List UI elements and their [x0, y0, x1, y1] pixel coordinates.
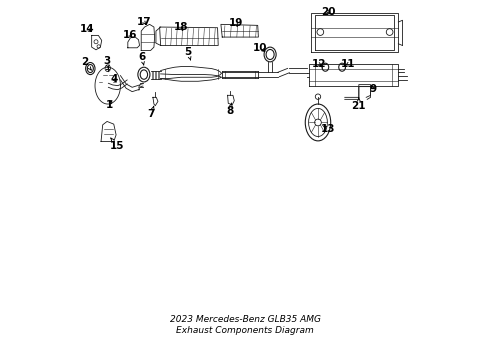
Text: 7: 7 [147, 106, 155, 119]
Text: 19: 19 [228, 18, 243, 28]
Text: 11: 11 [341, 59, 355, 69]
Text: 2023 Mercedes-Benz GLB35 AMG
Exhaust Components Diagram: 2023 Mercedes-Benz GLB35 AMG Exhaust Com… [170, 315, 320, 335]
Text: 10: 10 [253, 43, 268, 53]
Text: 21: 21 [352, 98, 366, 111]
Text: 12: 12 [312, 59, 326, 69]
Text: 14: 14 [80, 24, 94, 34]
Text: 3: 3 [103, 55, 111, 68]
Text: 18: 18 [173, 22, 188, 32]
Text: 1: 1 [106, 100, 113, 110]
Text: 20: 20 [321, 6, 335, 17]
Text: 17: 17 [137, 17, 151, 27]
Text: 9: 9 [369, 84, 376, 94]
Text: 16: 16 [123, 30, 138, 40]
Text: 2: 2 [81, 57, 91, 70]
Text: 4: 4 [110, 74, 118, 84]
Text: 8: 8 [226, 103, 234, 116]
Text: 13: 13 [321, 124, 335, 134]
Text: 6: 6 [138, 52, 146, 65]
Text: 5: 5 [184, 47, 192, 60]
Text: 15: 15 [110, 138, 124, 151]
